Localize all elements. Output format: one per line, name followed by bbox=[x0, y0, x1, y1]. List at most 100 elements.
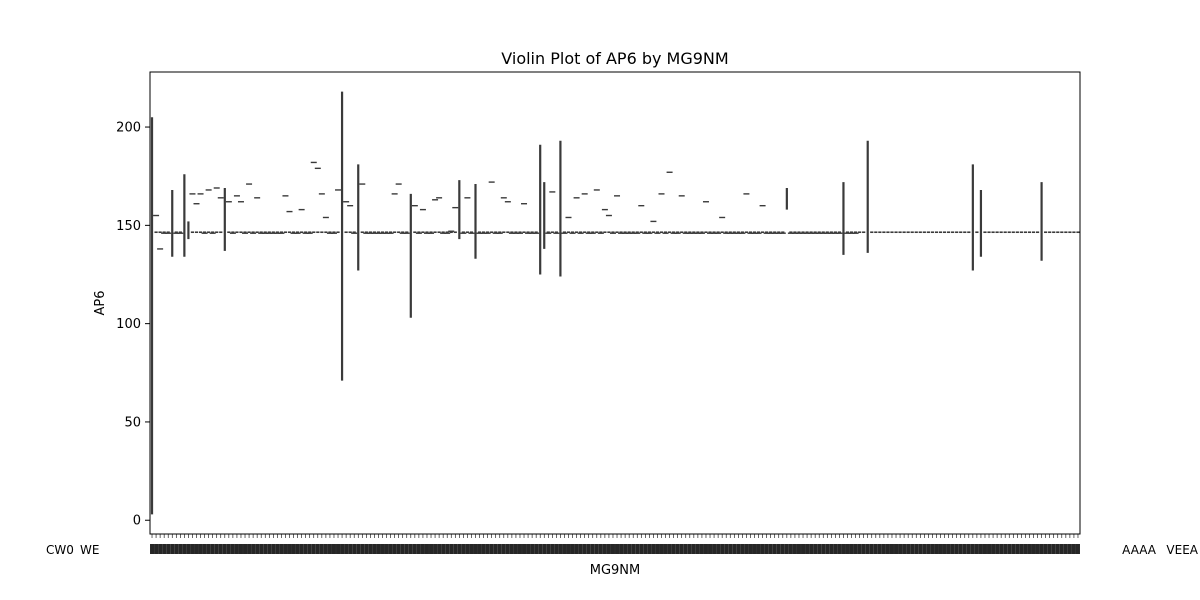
x-tick-label-glyph bbox=[194, 544, 199, 554]
x-tick-label-glyph bbox=[279, 544, 284, 554]
x-tick-label-glyph bbox=[271, 544, 276, 554]
x-tick-label-glyph bbox=[1071, 544, 1076, 554]
x-tick-label-glyph bbox=[1075, 544, 1080, 554]
x-tick-label-glyph bbox=[392, 544, 397, 554]
x-tick-label-glyph bbox=[651, 544, 656, 554]
x-tick-label-glyph bbox=[720, 544, 725, 554]
x-tick-label-glyph bbox=[154, 544, 159, 554]
x-tick-label-glyph bbox=[307, 544, 312, 554]
x-tick-label-glyph bbox=[764, 544, 769, 554]
x-tick-label-glyph bbox=[259, 544, 264, 554]
x-tick-label-glyph bbox=[889, 544, 894, 554]
x-tick-label-glyph bbox=[1011, 544, 1016, 554]
x-tick-label-glyph bbox=[914, 544, 919, 554]
x-tick-label-glyph bbox=[675, 544, 680, 554]
x-tick-label-glyph bbox=[635, 544, 640, 554]
x-tick-label-glyph bbox=[991, 544, 996, 554]
x-tick-label-glyph bbox=[772, 544, 777, 554]
x-tick-label-glyph bbox=[554, 544, 559, 554]
x-axis-label: MG9NM bbox=[590, 563, 641, 578]
x-tick-label-glyph bbox=[429, 544, 434, 554]
x-tick-label-glyph bbox=[283, 544, 288, 554]
x-tick-label-glyph bbox=[966, 544, 971, 554]
x-tick-label-glyph bbox=[368, 544, 373, 554]
x-tick-label-glyph bbox=[853, 544, 858, 554]
x-tick-label-glyph bbox=[433, 544, 438, 554]
x-tick-label-glyph bbox=[372, 544, 377, 554]
x-tick-label-glyph bbox=[776, 544, 781, 554]
x-tick-label-glyph bbox=[509, 544, 514, 554]
x-tick-label-glyph bbox=[631, 544, 636, 554]
x-tick-label-glyph bbox=[295, 544, 300, 554]
x-tick-label-glyph bbox=[898, 544, 903, 554]
x-tick-label-glyph bbox=[902, 544, 907, 554]
x-tick-label-glyph bbox=[1007, 544, 1012, 554]
x-tick-label-glyph bbox=[1059, 544, 1064, 554]
x-tick-label-glyph bbox=[408, 544, 413, 554]
x-tick-label-glyph bbox=[562, 544, 567, 554]
x-tick-label-glyph bbox=[465, 544, 470, 554]
x-tick-label-glyph bbox=[162, 544, 167, 554]
x-tick-label-glyph bbox=[534, 544, 539, 554]
x-tick-label-glyph bbox=[319, 544, 324, 554]
x-tick-label-glyph bbox=[380, 544, 385, 554]
y-axis: 0 50 100 150 200 bbox=[116, 121, 150, 529]
x-tick-label-glyph bbox=[1047, 544, 1052, 554]
x-tick-label-glyph bbox=[926, 544, 931, 554]
x-tick-label-glyph bbox=[918, 544, 923, 554]
x-tick-label-glyph bbox=[311, 544, 316, 554]
x-tick-label-glyph bbox=[825, 544, 830, 554]
x-tick-label-glyph bbox=[606, 544, 611, 554]
x-tick-label-glyph bbox=[202, 544, 207, 554]
x-tick-label-glyph bbox=[987, 544, 992, 554]
x-tick-label-glyph bbox=[841, 544, 846, 554]
x-tick-label-glyph bbox=[950, 544, 955, 554]
x-tick-label-glyph bbox=[210, 544, 215, 554]
x-tick-label-glyph bbox=[485, 544, 490, 554]
x-tick-label-glyph bbox=[441, 544, 446, 554]
x-tick-label-glyph bbox=[230, 544, 235, 554]
x-tick-label-glyph bbox=[469, 544, 474, 554]
x-tick-label-glyph bbox=[327, 544, 332, 554]
x-tick-label-glyph bbox=[570, 544, 575, 554]
x-tick-label-glyph bbox=[517, 544, 522, 554]
x-tick-label-glyph bbox=[784, 544, 789, 554]
x-tick-label-glyph bbox=[699, 544, 704, 554]
x-tick-label-glyph bbox=[376, 544, 381, 554]
x-tick-label-glyph bbox=[505, 544, 510, 554]
x-tick-label-glyph bbox=[639, 544, 644, 554]
x-tick-label-glyph bbox=[619, 544, 624, 554]
x-tick-label-glyph bbox=[364, 544, 369, 554]
x-tick-label-glyph bbox=[344, 544, 349, 554]
x-tick-label-glyph bbox=[287, 544, 292, 554]
x-tick-label-glyph bbox=[877, 544, 882, 554]
x-tick-label-glyph bbox=[691, 544, 696, 554]
x-tick-label-glyph bbox=[712, 544, 717, 554]
x-tick-label-glyph bbox=[910, 544, 915, 554]
x-tick-label-glyph bbox=[445, 544, 450, 554]
x-tick-label-glyph bbox=[623, 544, 628, 554]
x-tick-label-glyph bbox=[679, 544, 684, 554]
x-tick-label-glyph bbox=[885, 544, 890, 554]
chart-title: Violin Plot of AP6 by MG9NM bbox=[501, 49, 728, 68]
x-tick-label-glyph bbox=[627, 544, 632, 554]
x-tick-label-glyph bbox=[582, 544, 587, 554]
x-tick-label-glyph bbox=[501, 544, 506, 554]
x-tick-label-glyph bbox=[1043, 544, 1048, 554]
x-tick-label-glyph bbox=[275, 544, 280, 554]
x-tick-label-glyph bbox=[796, 544, 801, 554]
x-tick-label-glyph bbox=[792, 544, 797, 554]
x-tick-label-glyph bbox=[538, 544, 543, 554]
x-tick-label-glyph bbox=[610, 544, 615, 554]
x-tick-label-glyph bbox=[267, 544, 272, 554]
x-tick-label-glyph bbox=[805, 544, 810, 554]
x-tick-label-glyph bbox=[420, 544, 425, 554]
x-tick-label-glyph bbox=[934, 544, 939, 554]
x-tick-label-glyph bbox=[243, 544, 248, 554]
x-tick-label-glyph bbox=[958, 544, 963, 554]
x-tick-label-glyph bbox=[522, 544, 527, 554]
plot-frame bbox=[149, 71, 1081, 535]
x-tick-label-glyph bbox=[788, 544, 793, 554]
x-tick-label-glyph bbox=[1051, 544, 1056, 554]
